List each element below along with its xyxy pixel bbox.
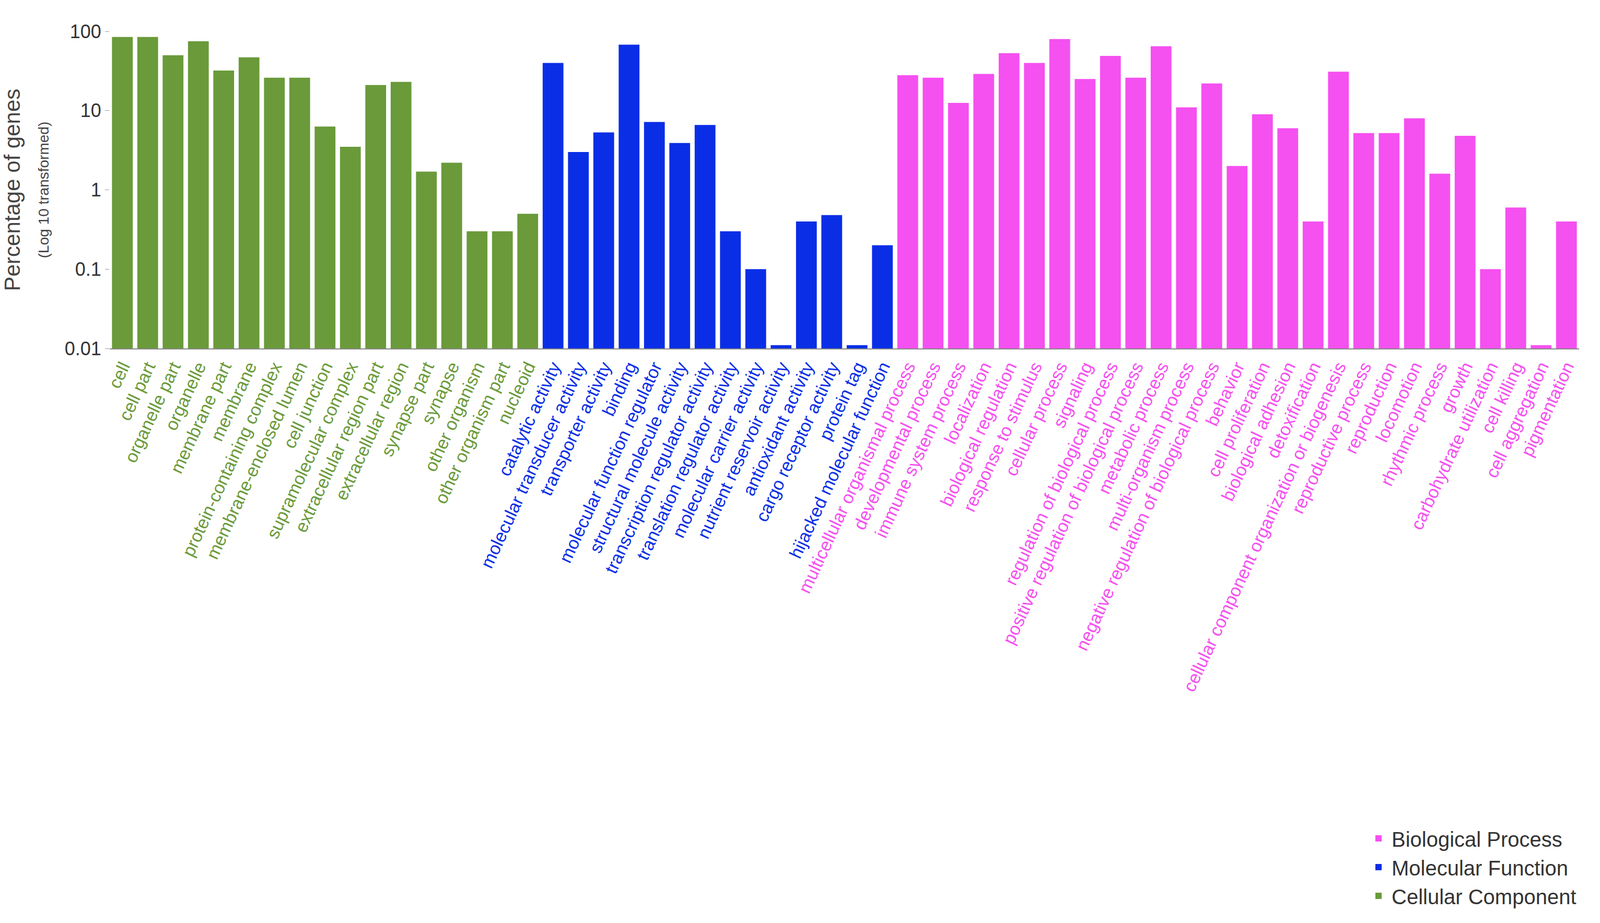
svg-text:growth: growth <box>1435 358 1477 416</box>
svg-text:Molecular Function: Molecular Function <box>1391 856 1569 880</box>
svg-text:cell part: cell part <box>114 358 160 424</box>
svg-text:translation regulator activity: translation regulator activity <box>632 358 742 564</box>
svg-text:molecular transducer activity: molecular transducer activity <box>476 358 590 572</box>
svg-text:nutrient reservoir activity: nutrient reservoir activity <box>693 358 793 542</box>
svg-text:cellular process: cellular process <box>1000 358 1071 480</box>
svg-text:organelle: organelle <box>160 358 210 434</box>
svg-text:molecular carrier activity: molecular carrier activity <box>668 358 767 541</box>
svg-text:synapse: synapse <box>417 358 464 428</box>
svg-text:reproductive process: reproductive process <box>1287 358 1376 517</box>
svg-text:detoxification: detoxification <box>1262 358 1325 462</box>
svg-text:cargo receptor activity: cargo receptor activity <box>751 358 844 525</box>
svg-text:1: 1 <box>90 179 102 201</box>
svg-text:synapse part: synapse part <box>376 358 438 460</box>
svg-text:cell: cell <box>104 358 134 392</box>
svg-text:multicellular organismal proce: multicellular organismal process <box>794 358 920 597</box>
svg-text:Percentage of genes(Log 10 tra: Percentage of genes(Log 10 transformed) <box>0 88 52 292</box>
svg-text:metabolic process: metabolic process <box>1093 358 1173 497</box>
svg-text:signaling: signaling <box>1048 358 1097 431</box>
svg-text:response to stimulus: response to stimulus <box>959 358 1046 516</box>
svg-text:carbohydrate utilization: carbohydrate utilization <box>1406 358 1502 533</box>
svg-text:molecular function regulator: molecular function regulator <box>555 358 667 566</box>
svg-text:developmental process: developmental process <box>849 358 945 533</box>
svg-text:cell killing: cell killing <box>1477 358 1528 437</box>
svg-text:catalytic activity: catalytic activity <box>494 358 565 480</box>
svg-text:membrane: membrane <box>206 358 261 445</box>
svg-text:behavior: behavior <box>1201 358 1249 429</box>
svg-text:positive regulation of biologi: positive regulation of biological proces… <box>998 358 1148 648</box>
svg-text:hijacked molecular function: hijacked molecular function <box>785 358 894 562</box>
svg-text:cell junction: cell junction <box>278 358 337 452</box>
svg-text:rhythmic process: rhythmic process <box>1376 358 1452 489</box>
svg-text:multi-organism process: multi-organism process <box>1102 358 1198 534</box>
svg-text:Cellular Component: Cellular Component <box>1391 885 1577 909</box>
svg-text:immune system process: immune system process <box>870 358 970 541</box>
svg-text:transporter activity: transporter activity <box>535 358 616 499</box>
svg-text:0.01: 0.01 <box>64 337 102 360</box>
svg-text:biological adhesion: biological adhesion <box>1217 358 1300 505</box>
svg-text:protein tag: protein tag <box>814 358 869 444</box>
svg-text:regulation of biological proce: regulation of biological process <box>1000 358 1123 589</box>
svg-text:transcription regulator activi: transcription regulator activity <box>600 358 717 577</box>
svg-text:other organism: other organism <box>420 358 489 475</box>
svg-text:reproduction: reproduction <box>1340 358 1401 457</box>
svg-text:pigmentation: pigmentation <box>1516 358 1579 460</box>
svg-text:antioxidant activity: antioxidant activity <box>738 358 819 499</box>
svg-text:other organism part: other organism part <box>430 358 514 507</box>
svg-text:Biological Process: Biological Process <box>1391 827 1563 851</box>
svg-text:nucleoid: nucleoid <box>493 358 540 428</box>
svg-text:cellular component organizatio: cellular component organization or bioge… <box>1178 358 1350 695</box>
svg-text:extracellular region: extracellular region <box>331 358 413 504</box>
svg-text:membrane part: membrane part <box>166 358 236 477</box>
svg-text:localization: localization <box>939 358 996 448</box>
svg-text:10: 10 <box>80 99 102 122</box>
svg-text:binding: binding <box>598 358 641 419</box>
svg-text:cell proliferation: cell proliferation <box>1203 358 1274 481</box>
svg-text:supramolecular complex: supramolecular complex <box>262 358 362 542</box>
svg-text:organelle part: organelle part <box>120 358 185 466</box>
svg-text:extracellular region part: extracellular region part <box>290 358 388 536</box>
svg-text:locomotion: locomotion <box>1371 358 1427 446</box>
svg-text:100: 100 <box>69 20 102 43</box>
svg-text:protein-containing complex: protein-containing complex <box>178 358 286 560</box>
svg-text:0.1: 0.1 <box>75 258 102 280</box>
svg-text:negative regulation of biologi: negative regulation of biological proces… <box>1071 358 1223 654</box>
svg-text:cell aggregation: cell aggregation <box>1481 358 1553 482</box>
svg-text:biological regulation: biological regulation <box>936 358 1021 510</box>
svg-text:membrane-enclosed lumen: membrane-enclosed lumen <box>202 358 312 563</box>
svg-text:structural molecule activity: structural molecule activity <box>585 358 692 556</box>
